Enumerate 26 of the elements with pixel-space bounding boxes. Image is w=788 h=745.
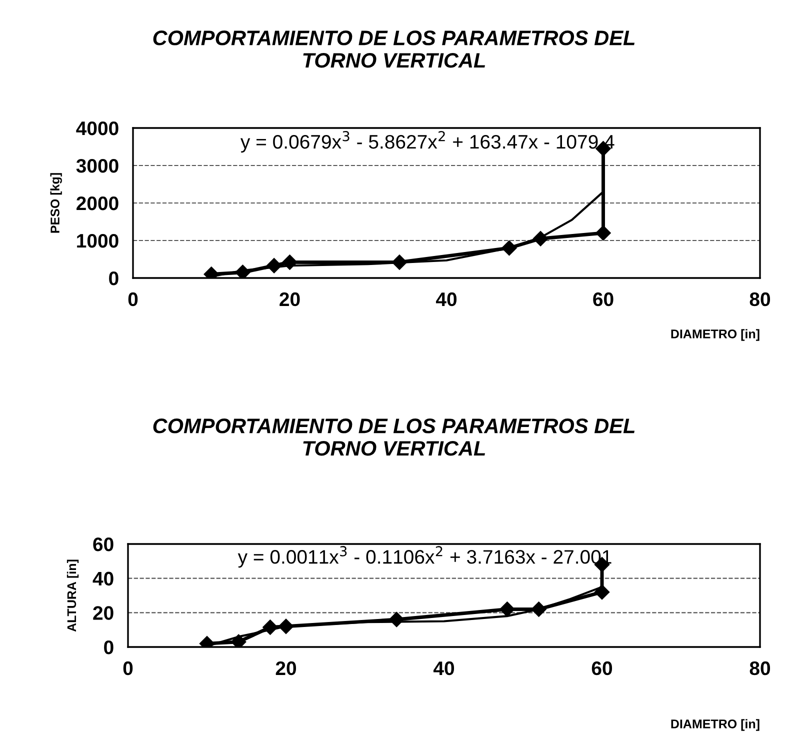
y-tick-label: 0 (104, 640, 114, 654)
x-axis-title: DIAMETRO [in] (671, 329, 760, 341)
x-tick-label: 80 (750, 661, 770, 676)
y-tick-label: 3000 (76, 158, 118, 173)
x-tick-label: 40 (436, 292, 457, 306)
y-axis-title: ALTURA [in] (66, 560, 79, 632)
x-tick-label: 40 (433, 661, 454, 676)
x-tick-label: 0 (123, 661, 133, 676)
x-tick-label: 20 (276, 661, 296, 676)
chart-title: COMPORTAMIENTO DE LOS PARAMETROS DEL TORNO VERTICAL (153, 418, 635, 456)
y-tick-label: 0 (109, 271, 118, 286)
y-tick-label: 1000 (77, 234, 118, 248)
x-tick-label: 0 (128, 292, 138, 306)
y-tick-label: 4000 (76, 121, 118, 136)
x-tick-label: 20 (280, 292, 300, 306)
x-tick-label: 60 (593, 292, 614, 306)
x-tick-label: 60 (592, 661, 612, 676)
y-tick-label: 40 (92, 572, 114, 586)
x-tick-label: 80 (750, 292, 770, 306)
annotation: y = 0.0679x$^{3}$ - 5.8627x$^{2}$ + 163.47x - 1079.4 (240, 131, 614, 153)
y-axis-title: PESO [kg] (50, 173, 62, 233)
chart-title: COMPORTAMIENTO DE LOS PARAMETROS DEL TORNO VERTICAL (153, 30, 635, 68)
y-tick-label: 60 (93, 537, 114, 552)
y-tick-label: 2000 (76, 196, 118, 210)
x-axis-title: DIAMETRO [in] (671, 719, 760, 731)
y-tick-label: 20 (93, 606, 114, 620)
